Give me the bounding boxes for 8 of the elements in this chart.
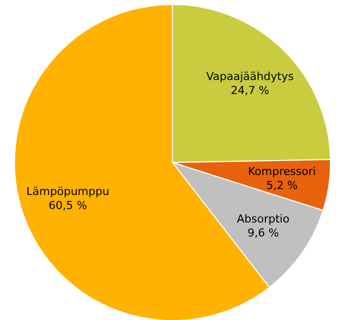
data-label: 9,6 % — [247, 226, 279, 240]
slice-label: Vapaajäähdytys — [206, 70, 294, 84]
slice-label: Absorptio — [236, 212, 290, 226]
slice-label: Kompressori — [248, 164, 316, 178]
data-label: 24,7 % — [230, 84, 270, 98]
data-label: 5,2 % — [266, 178, 298, 192]
slice-label: Lämpöpumppu — [26, 184, 110, 198]
data-label: 60,5 % — [48, 198, 88, 212]
